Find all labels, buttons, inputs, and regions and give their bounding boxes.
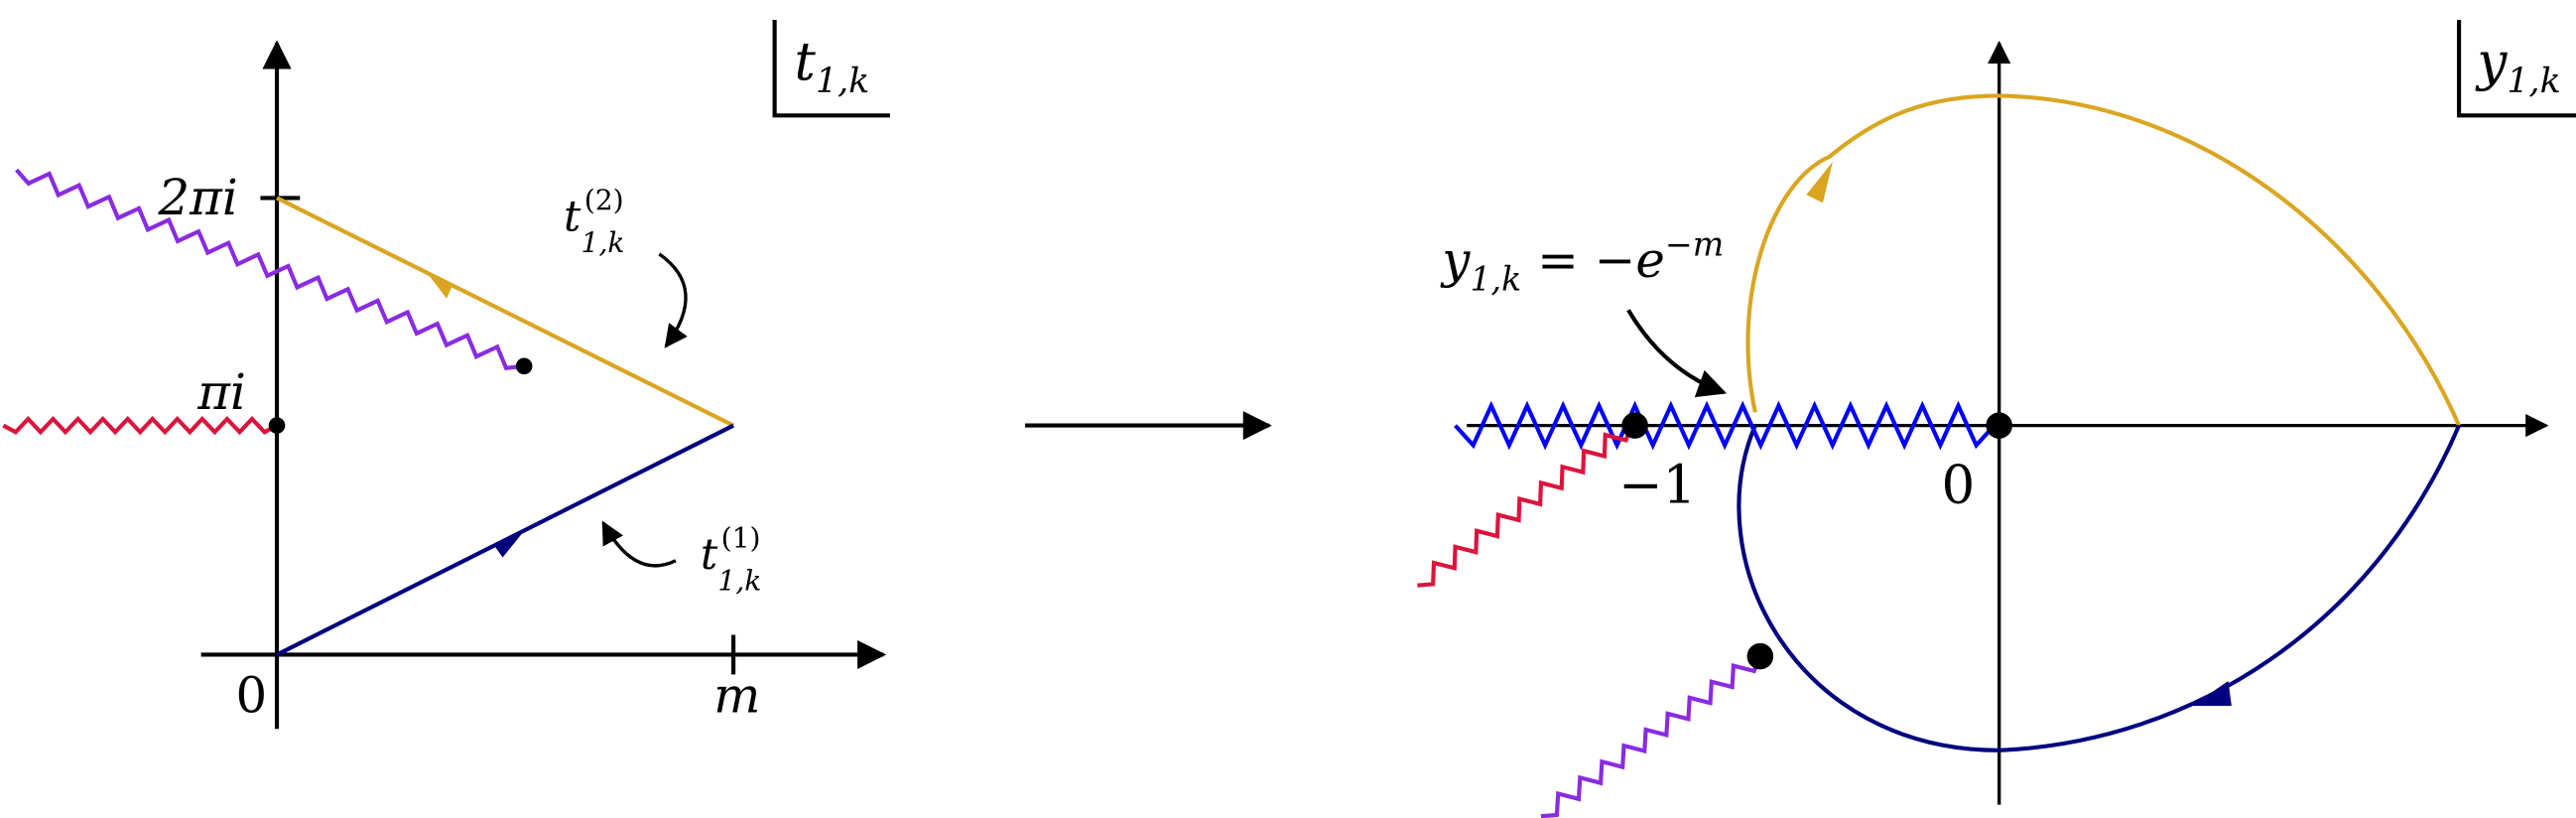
branch-cut [1540,655,1762,818]
branch-cut [1454,400,1996,451]
point [1746,642,1774,670]
point-label: 0 [1942,455,1976,516]
path-2 [276,196,735,428]
label-box [772,20,890,118]
tick-label: 2πi [157,169,237,226]
point [1621,412,1648,439]
image-path-2 [1745,93,2461,427]
image-path-1 [1737,424,2461,752]
point [515,357,533,375]
pointer [658,252,688,348]
box-label: t1,k [795,31,870,101]
branch-cut [2,415,279,436]
box-label: y1,k [2475,31,2560,101]
left-panel: 2πi πi 0 m t (2) 1,k t (1) 1,k t1,k [2,20,890,730]
branch-cut [15,168,525,371]
branch-cut [1417,424,1634,588]
tick-label: m [713,667,760,725]
path-1 [276,423,735,657]
arrowhead [1806,161,1833,204]
point [268,417,286,434]
arrowhead [2192,681,2232,706]
right-panel: −1 0 y1,k = −e−m y1,k [1417,20,2576,818]
point-label: −1 [1618,455,1696,516]
point [1986,412,2012,439]
path-label: t (2) 1,k [564,184,625,259]
origin-label: 0 [236,667,268,725]
pointer [601,520,677,568]
arrowhead [494,530,525,558]
equation: y1,k = −e−m [1440,225,1724,299]
pointer [1626,309,1728,398]
tick-label: πi [196,363,246,421]
label-box [2456,20,2576,118]
arrowhead [425,270,453,299]
path-label: t (1) 1,k [701,522,762,598]
